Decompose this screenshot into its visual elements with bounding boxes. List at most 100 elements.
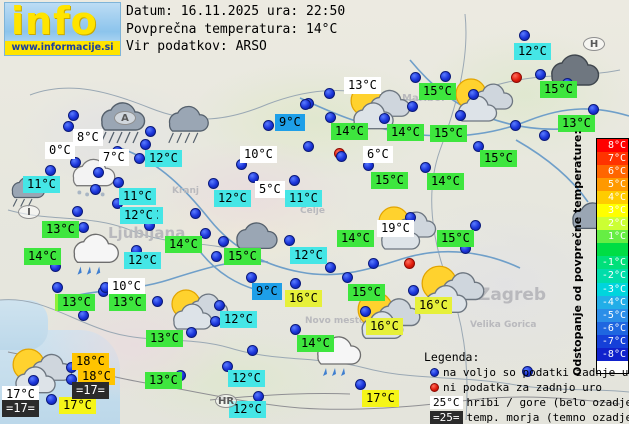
station-dot-t10[interactable]: [410, 72, 421, 83]
station-dot-t47[interactable]: [222, 361, 233, 372]
station-dot-t39[interactable]: [342, 272, 353, 283]
header-source-line: Vir podatkov: ARSO: [126, 39, 267, 54]
station-dot-2[interactable]: [145, 126, 156, 137]
station-dot-no-data-26[interactable]: [404, 258, 415, 269]
temperature-label: 15°C: [371, 172, 408, 189]
temperature-label: 9°C: [275, 114, 305, 131]
station-dot-t1[interactable]: [70, 157, 81, 168]
station-dot-0[interactable]: [68, 110, 79, 121]
station-dot-22[interactable]: [247, 345, 258, 356]
station-dot-18[interactable]: [325, 262, 336, 273]
scale-step-15: -7°C: [597, 334, 628, 348]
station-dot-t32[interactable]: [218, 236, 229, 247]
station-dot-3[interactable]: [90, 184, 101, 195]
logo-wordmark: info: [11, 2, 98, 43]
temperature-label: 16°C: [366, 318, 403, 335]
station-dot-7[interactable]: [263, 120, 274, 131]
station-dot-21[interactable]: [78, 310, 89, 321]
station-dot-23[interactable]: [522, 366, 533, 377]
station-dot-t31[interactable]: [200, 228, 211, 239]
scale-step-5: 3°C: [597, 204, 628, 218]
station-dot-t13[interactable]: [535, 69, 546, 80]
station-dot-4[interactable]: [78, 222, 89, 233]
mountain-temperature-label: 13°C: [344, 77, 381, 94]
legend-row-text: ni podatka za zadnjo uro: [443, 381, 602, 394]
station-dot-t7[interactable]: [325, 112, 336, 123]
station-dot-t19[interactable]: [208, 178, 219, 189]
station-dot-t12[interactable]: [519, 30, 530, 41]
temperature-label: 12°C: [124, 252, 161, 269]
station-dot-19[interactable]: [470, 220, 481, 231]
mountain-temperature-label: 17°C: [2, 386, 39, 403]
station-dot-t0[interactable]: [63, 121, 74, 132]
station-dot-8[interactable]: [324, 88, 335, 99]
temperature-label: 12°C: [145, 150, 182, 167]
station-dot-t15[interactable]: [473, 141, 484, 152]
legend-mountain-chip: 25°C: [430, 396, 463, 409]
temperature-label: 13°C: [58, 294, 95, 311]
station-dot-t2[interactable]: [93, 167, 104, 178]
austria-badge: A: [114, 111, 136, 125]
station-dot-t11[interactable]: [455, 110, 466, 121]
station-dot-t49[interactable]: [66, 374, 77, 385]
station-dot-t44[interactable]: [360, 306, 371, 317]
scale-step-7: 1°C: [597, 230, 628, 244]
station-dot-t9[interactable]: [379, 113, 390, 124]
scale-step-14: -6°C: [597, 321, 628, 335]
station-dot-15[interactable]: [539, 130, 550, 141]
site-logo[interactable]: info www.informacije.si: [4, 2, 121, 56]
station-dot-t43[interactable]: [214, 300, 225, 311]
station-dot-t20[interactable]: [248, 172, 259, 183]
legend-blue-dot-icon: [430, 368, 439, 377]
station-dot-14[interactable]: [510, 120, 521, 131]
station-dot-t34[interactable]: [368, 258, 379, 269]
station-dot-t33[interactable]: [284, 235, 295, 246]
station-dot-t45[interactable]: [290, 324, 301, 335]
temperature-label: 14°C: [387, 124, 424, 141]
station-dot-12[interactable]: [440, 71, 451, 82]
station-dot-13[interactable]: [468, 89, 479, 100]
station-dot-6[interactable]: [190, 208, 201, 219]
temperature-label: 14°C: [297, 335, 334, 352]
temperature-deviation-scale: Odstopanje od povprečne temperature: 8°C…: [569, 130, 629, 376]
temperature-label: 17°C: [59, 397, 96, 414]
legend-row-1: ni podatka za zadnjo uro: [424, 380, 624, 395]
scale-step-8: [597, 243, 628, 257]
station-dot-9[interactable]: [303, 141, 314, 152]
legend-rows: na voljo so podatki zadnje ure ni podatka…: [424, 365, 629, 424]
temperature-label: 14°C: [427, 173, 464, 190]
station-dot-t21[interactable]: [289, 175, 300, 186]
station-dot-t52[interactable]: [46, 394, 57, 405]
station-dot-t14[interactable]: [588, 104, 599, 115]
station-dot-t24[interactable]: [72, 206, 83, 217]
station-dot-t23[interactable]: [420, 162, 431, 173]
station-dot-t42[interactable]: [186, 327, 197, 338]
legend-row-2: 25°C hribi / gore (belo ozadje): [424, 395, 629, 410]
scale-title: Odstopanje od povprečne temperature:: [571, 130, 584, 376]
station-dot-17[interactable]: [211, 251, 222, 262]
scale-step-2: 6°C: [597, 165, 628, 179]
station-dot-t48[interactable]: [355, 379, 366, 390]
station-dot-t8[interactable]: [336, 151, 347, 162]
station-dot-t6[interactable]: [300, 99, 311, 110]
temperature-label: 12°C: [120, 207, 157, 224]
temperature-label: 11°C: [119, 188, 156, 205]
station-dot-5[interactable]: [134, 153, 145, 164]
station-dot-t40[interactable]: [408, 285, 419, 296]
scale-step-0: 8°C: [597, 139, 628, 153]
station-dot-11[interactable]: [407, 101, 418, 112]
scale-step-6: 2°C: [597, 217, 628, 231]
station-dot-no-data-24[interactable]: [511, 72, 522, 83]
station-dot-t29[interactable]: [52, 282, 63, 293]
station-dot-t17[interactable]: [113, 177, 124, 188]
station-dot-t38[interactable]: [290, 278, 301, 289]
station-dot-t51[interactable]: [28, 375, 39, 386]
station-dot-t41[interactable]: [152, 296, 163, 307]
logo-url: www.informacije.si: [5, 41, 120, 55]
station-dot-t16[interactable]: [45, 165, 56, 176]
station-dot-t3[interactable]: [140, 139, 151, 150]
temperature-label: 15°C: [348, 284, 385, 301]
station-dot-t37[interactable]: [246, 272, 257, 283]
temperature-label: 14°C: [337, 230, 374, 247]
croatia-badge: HR: [215, 394, 237, 408]
